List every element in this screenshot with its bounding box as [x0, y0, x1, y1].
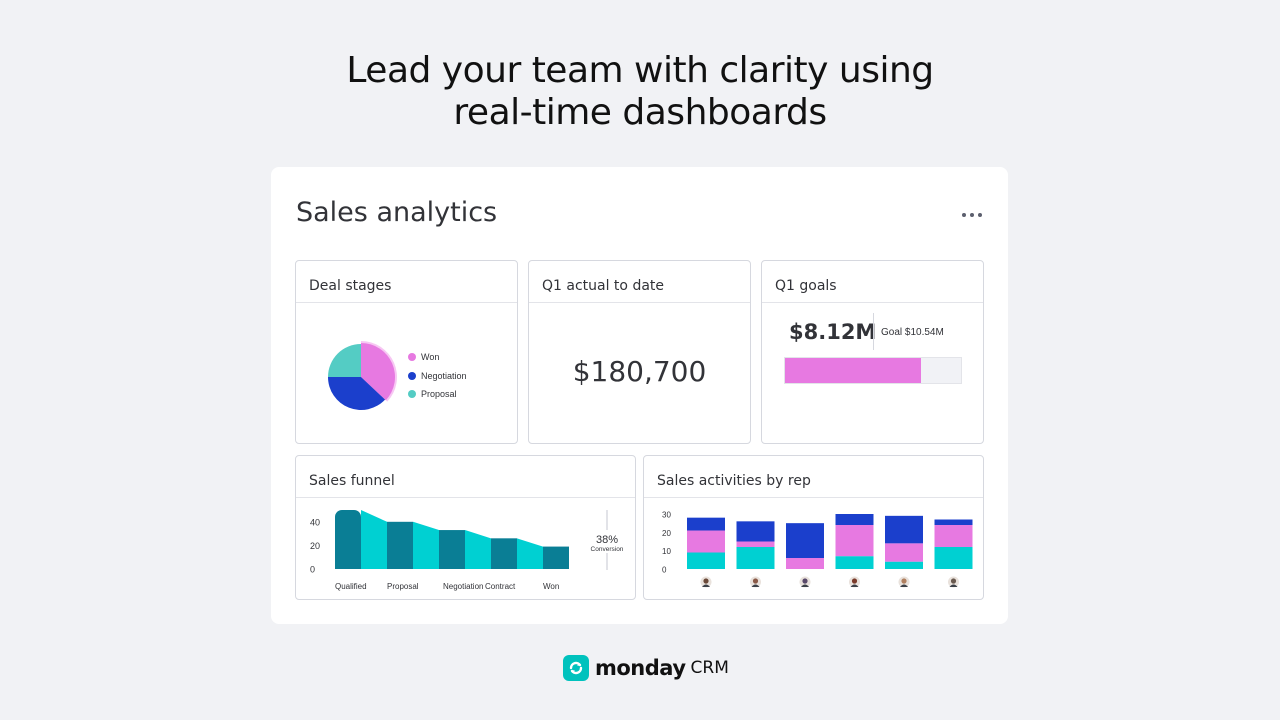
rep-avatar-body: [949, 584, 958, 587]
pie-slice-won[interactable]: [361, 343, 395, 401]
widget-title: Q1 actual to date: [529, 261, 750, 303]
stacked-bar-segment[interactable]: [885, 515, 923, 544]
stacked-bar-segment[interactable]: [687, 517, 725, 531]
headline-line-2: real-time dashboards: [453, 92, 827, 133]
goal-progress-track: [784, 357, 962, 384]
goal-target-label: Goal $10.54M: [881, 327, 944, 338]
funnel-connector: [465, 530, 491, 569]
funnel-connector: [361, 510, 387, 569]
y-tick-label: 20: [310, 541, 320, 551]
funnel-connector: [413, 521, 439, 569]
rep-avatar-head: [901, 578, 907, 584]
x-tick-label: Contract: [485, 582, 516, 591]
y-tick-label: 40: [310, 517, 320, 527]
rep-avatar-head: [752, 578, 759, 584]
stacked-bar-segment[interactable]: [736, 541, 775, 548]
sales-activities-chart: 0 10 20 30: [662, 511, 973, 588]
dashboard-title: Sales analytics: [296, 197, 498, 228]
stacked-bar-segment[interactable]: [687, 530, 725, 553]
legend-dot: [408, 390, 416, 399]
pie-slice-negotiation[interactable]: [328, 377, 386, 410]
stacked-bar-segment[interactable]: [885, 561, 923, 569]
widget-deal-stages: Deal stages Won Negotiation Proposal: [295, 260, 518, 444]
widget-sales-funnel: Sales funnel 0 20 40 Qualified Proposal Negot…: [295, 455, 636, 600]
stacked-bar-segment[interactable]: [835, 514, 874, 525]
conversion-value: 38%: [596, 534, 618, 546]
stacked-bar-segment[interactable]: [934, 525, 973, 547]
y-tick-label: 20: [662, 529, 671, 538]
funnel-bar-won[interactable]: [543, 546, 569, 569]
stacked-bar-segment[interactable]: [786, 523, 824, 558]
widget-sales-activities: Sales activities by rep 0 10 20 30: [643, 455, 984, 600]
stacked-bar-segment[interactable]: [885, 543, 923, 562]
conversion-label: Conversion: [591, 546, 624, 553]
funnel-connector: [517, 538, 543, 569]
y-tick-label: 30: [662, 511, 671, 520]
funnel-bar-proposal[interactable]: [387, 521, 413, 569]
y-tick-label: 10: [662, 547, 671, 556]
stacked-bar-segment[interactable]: [934, 547, 973, 569]
legend-item-negotiation: Negotiation: [408, 367, 467, 386]
stacked-bar-segment[interactable]: [687, 552, 725, 570]
widget-title: Sales activities by rep: [644, 456, 983, 498]
legend-dot: [408, 371, 416, 380]
headline-line-1: Lead your team with clarity using: [346, 50, 934, 91]
sales-funnel-chart: 0 20 40 Qualified Proposal Negotiation Contrac…: [310, 510, 624, 591]
goal-divider: [873, 313, 874, 350]
rep-avatar-body: [850, 584, 859, 587]
x-tick-label: Negotiation: [443, 582, 483, 591]
rep-avatar-body: [801, 584, 809, 587]
stacked-bar-segment[interactable]: [736, 547, 775, 569]
rep-avatar-head: [703, 578, 709, 584]
stacked-bar-segment[interactable]: [736, 521, 775, 542]
legend-label: Won: [421, 352, 440, 363]
goal-progress-fill: [785, 358, 921, 383]
y-tick-label: 0: [662, 566, 667, 575]
x-tick-label: Proposal: [387, 582, 419, 591]
brand-suffix: CRM: [690, 658, 729, 678]
stacked-bar-segment[interactable]: [786, 558, 824, 569]
brand-name: monday: [595, 656, 686, 680]
widget-title: Q1 goals: [762, 261, 983, 303]
rep-avatar-body: [900, 584, 908, 587]
headline: Lead your team with clarity using real-t…: [0, 50, 1280, 134]
widget-title: Sales funnel: [296, 456, 635, 498]
rep-avatar-body: [702, 584, 710, 587]
legend-label: Proposal: [421, 389, 457, 400]
rep-avatar-body: [751, 584, 760, 587]
x-tick-label: Qualified: [335, 582, 367, 591]
brand-logo: monday CRM: [563, 655, 729, 681]
rep-avatar-head: [802, 578, 808, 584]
widget-title: Deal stages: [296, 261, 517, 303]
funnel-bar-negotiation[interactable]: [439, 530, 465, 569]
widget-q1-actual: Q1 actual to date $180,700: [528, 260, 751, 444]
stacked-bar-segment[interactable]: [835, 556, 874, 569]
funnel-bar-base: [335, 518, 361, 569]
x-tick-label: Won: [543, 582, 559, 591]
rep-avatar-head: [851, 578, 858, 584]
dashboard-card: Sales analytics Deal stages Won Negotiati…: [271, 167, 1008, 624]
stacked-bar-segment[interactable]: [934, 519, 973, 526]
monday-logo-icon: [563, 655, 589, 681]
legend-label: Negotiation: [421, 370, 467, 381]
more-options-icon[interactable]: [962, 205, 982, 225]
deal-stages-pie-chart: [328, 341, 397, 410]
legend-item-proposal: Proposal: [408, 385, 467, 404]
y-tick-label: 0: [310, 565, 315, 575]
widget-q1-goals: Q1 goals $8.12M Goal $10.54M: [761, 260, 984, 444]
deal-stages-legend: Won Negotiation Proposal: [408, 348, 467, 404]
pie-slice-proposal[interactable]: [328, 344, 361, 377]
legend-item-won: Won: [408, 348, 467, 367]
q1-actual-value: $180,700: [572, 355, 707, 388]
funnel-bar-contract[interactable]: [491, 538, 517, 569]
rep-avatar-head: [950, 578, 957, 584]
q1-goals-value: $8.12M: [789, 320, 877, 344]
stacked-bar-segment[interactable]: [835, 525, 874, 557]
legend-dot: [408, 353, 416, 362]
